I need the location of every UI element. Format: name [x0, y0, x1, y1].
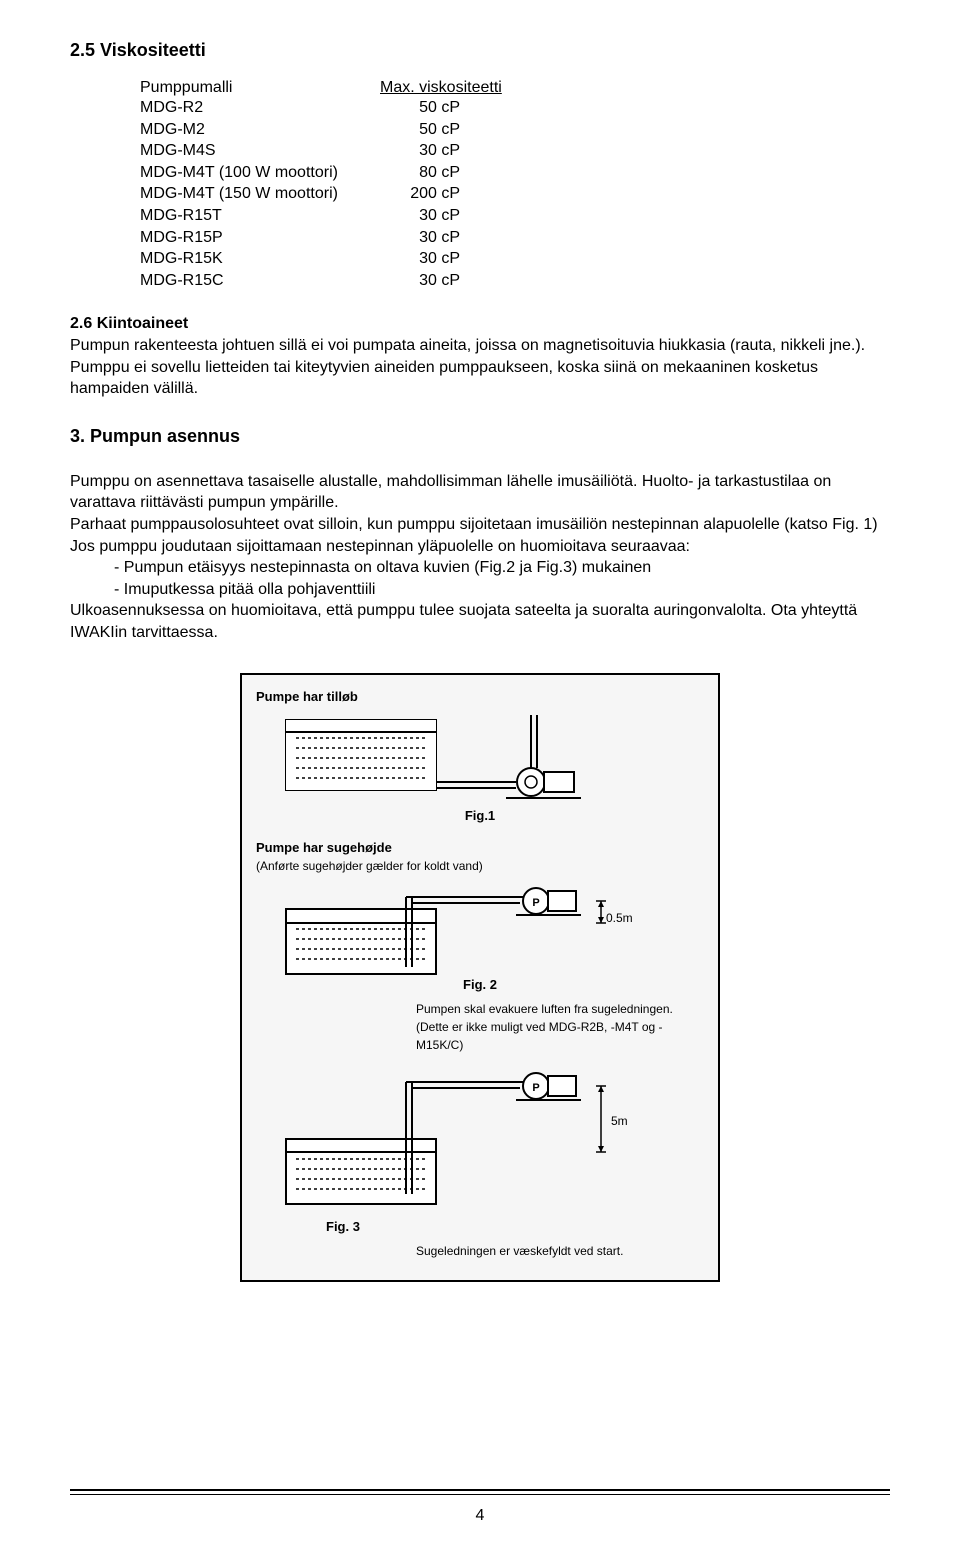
svg-text:P: P: [532, 1082, 539, 1094]
table-row: MDG-M4T (100 W moottori)80 cP: [140, 162, 890, 184]
section-title-solids: 2.6 Kiintoaineet: [70, 315, 188, 332]
table-row: MDG-R15K30 cP: [140, 248, 890, 270]
cell-model: MDG-R15P: [140, 227, 380, 249]
section-26: 2.6 Kiintoaineet Pumpun rakenteesta joht…: [70, 313, 890, 399]
table-row: MDG-R250 cP: [140, 97, 890, 119]
table-row: MDG-R15P30 cP: [140, 227, 890, 249]
page-rule: [70, 1489, 890, 1495]
section-title-install: 3. Pumpun asennus: [70, 426, 890, 447]
fig2-diagram: P: [256, 879, 696, 989]
fig2-label: Fig. 2: [463, 977, 497, 992]
cell-model: MDG-M4T (150 W moottori): [140, 183, 380, 205]
table-row: MDG-R15T30 cP: [140, 205, 890, 227]
cell-model: MDG-M2: [140, 119, 380, 141]
paragraph: Pumppu ei sovellu lietteiden tai kiteyty…: [70, 359, 818, 398]
cell-model: MDG-R15C: [140, 270, 380, 292]
paragraph: Pumppu on asennettava tasaiselle alustal…: [70, 473, 831, 512]
fig1-label: Fig.1: [465, 808, 495, 823]
fig1-diagram: [256, 710, 696, 805]
table-row: MDG-M4S30 cP: [140, 140, 890, 162]
paragraph: Ulkoasennuksessa on huomioitava, että pu…: [70, 602, 857, 641]
fig3-label: Fig. 3: [326, 1219, 360, 1234]
cell-value: 50 cP: [380, 97, 460, 119]
table-header-value: Max. viskositeetti: [380, 79, 502, 97]
fig2-dim: 0.5m: [606, 911, 633, 925]
page-number: 4: [0, 1507, 960, 1525]
paragraph: Jos pumppu joudutaan sijoittamaan nestep…: [70, 538, 690, 555]
cell-value: 30 cP: [380, 140, 460, 162]
svg-text:P: P: [532, 897, 539, 909]
paragraph: Pumpun rakenteesta johtuen sillä ei voi …: [70, 337, 865, 354]
table-row: MDG-M250 cP: [140, 119, 890, 141]
cell-model: MDG-M4T (100 W moottori): [140, 162, 380, 184]
table-row: MDG-R15C30 cP: [140, 270, 890, 292]
list-item: - Imuputkessa pitää olla pohjaventtiili: [114, 581, 375, 598]
table-header-model: Pumppumalli: [140, 79, 380, 97]
fig3-dim: 5m: [611, 1114, 628, 1128]
section-title-viscosity: 2.5 Viskositeetti: [70, 40, 890, 61]
paragraph: Parhaat pumppausolosuhteet ovat silloin,…: [70, 516, 878, 533]
fig3-note: Sugeledningen er væskefyldt ved start.: [416, 1244, 623, 1258]
list-item: - Pumpun etäisyys nestepinnasta on oltav…: [114, 559, 651, 576]
cell-value: 30 cP: [380, 248, 460, 270]
cell-model: MDG-R2: [140, 97, 380, 119]
figure-panel: Pumpe har tilløb: [240, 673, 720, 1282]
viscosity-table: Pumppumalli Max. viskositeetti MDG-R250 …: [140, 79, 890, 291]
cell-value: 30 cP: [380, 227, 460, 249]
cell-value: 30 cP: [380, 270, 460, 292]
section-3-body: Pumppu on asennettava tasaiselle alustal…: [70, 471, 890, 644]
cell-model: MDG-M4S: [140, 140, 380, 162]
fig2-title: Pumpe har sugehøjde: [256, 840, 392, 855]
cell-value: 80 cP: [380, 162, 460, 184]
fig3-diagram: P: [256, 1064, 696, 1214]
cell-value: 200 cP: [380, 183, 460, 205]
cell-model: MDG-R15K: [140, 248, 380, 270]
cell-value: 30 cP: [380, 205, 460, 227]
cell-model: MDG-R15T: [140, 205, 380, 227]
fig2-note: Pumpen skal evakuere luften fra sugeledn…: [416, 1002, 673, 1052]
fig2-sub: (Anførte sugehøjder gælder for koldt van…: [256, 859, 483, 873]
fig1-title: Pumpe har tilløb: [256, 689, 704, 704]
table-row: MDG-M4T (150 W moottori)200 cP: [140, 183, 890, 205]
cell-value: 50 cP: [380, 119, 460, 141]
